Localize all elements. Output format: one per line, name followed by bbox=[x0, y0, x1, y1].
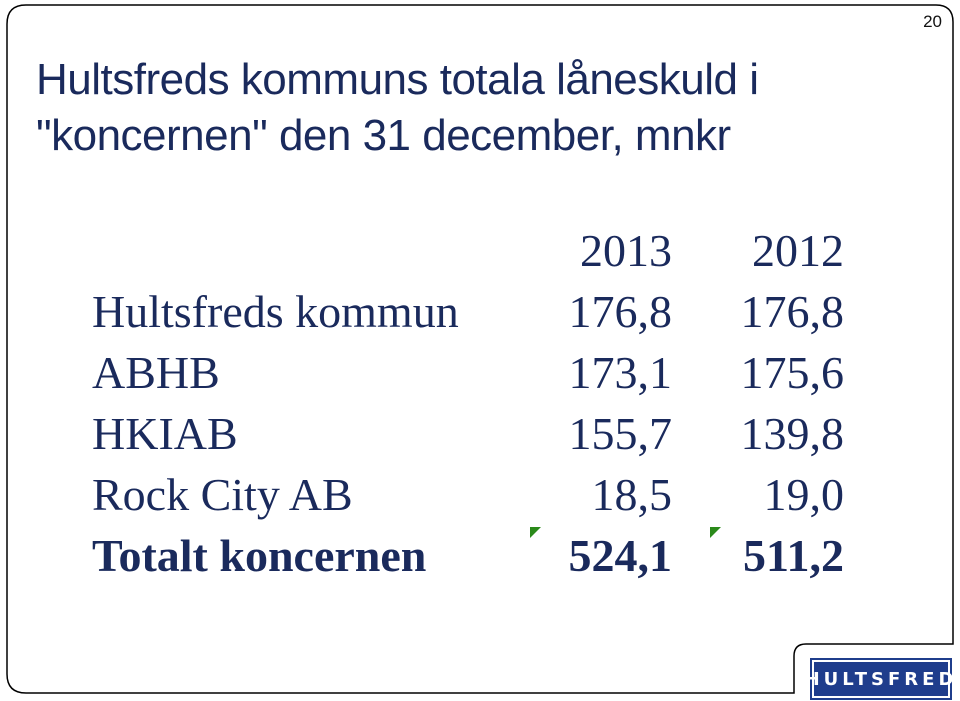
total-value-2013: 524,1 bbox=[568, 530, 673, 581]
total-value-2012: 511,2 bbox=[743, 530, 844, 581]
formula-marker-icon bbox=[710, 527, 721, 538]
row-label: HKIAB bbox=[92, 408, 238, 459]
row-value-2013: 173,1 bbox=[568, 347, 673, 398]
total-value-2012-cell: 511,2 bbox=[672, 525, 844, 586]
row-value-2012: 19,0 bbox=[763, 469, 845, 520]
table-header-row: 2013 2012 bbox=[92, 220, 844, 281]
table-row: ABHB 173,1 175,6 bbox=[92, 342, 844, 403]
row-label: ABHB bbox=[92, 347, 220, 398]
slide-border bbox=[6, 4, 954, 694]
row-value-2013: 18,5 bbox=[591, 469, 673, 520]
row-label: Hultsfreds kommun bbox=[92, 286, 459, 337]
row-value-2013: 155,7 bbox=[568, 408, 673, 459]
slide-title: Hultsfreds kommuns totala låneskuld i "k… bbox=[36, 55, 759, 160]
table-row: Rock City AB 18,5 19,0 bbox=[92, 464, 844, 525]
row-value-2012: 175,6 bbox=[740, 347, 845, 398]
total-row: Totalt koncernen 524,1 511,2 bbox=[92, 525, 844, 586]
logo-text: HULTSFRED bbox=[804, 668, 958, 690]
header-2012: 2012 bbox=[752, 225, 844, 276]
total-label: Totalt koncernen bbox=[92, 530, 427, 581]
table-row: HKIAB 155,7 139,8 bbox=[92, 403, 844, 464]
hultsfred-logo: HULTSFRED bbox=[805, 660, 953, 698]
header-2013: 2013 bbox=[580, 225, 672, 276]
debt-table: 2013 2012 Hultsfreds kommun 176,8 176,8 … bbox=[92, 220, 844, 586]
formula-marker-icon bbox=[530, 527, 541, 538]
total-value-2013-cell: 524,1 bbox=[530, 525, 673, 586]
table-row: Hultsfreds kommun 176,8 176,8 bbox=[92, 281, 844, 342]
row-value-2012: 139,8 bbox=[740, 408, 845, 459]
slide-frame bbox=[6, 4, 954, 694]
header-label bbox=[92, 220, 532, 281]
row-value-2012: 176,8 bbox=[740, 286, 845, 337]
page-number: 20 bbox=[923, 12, 942, 31]
row-label: Rock City AB bbox=[92, 469, 353, 520]
row-value-2013: 176,8 bbox=[568, 286, 673, 337]
